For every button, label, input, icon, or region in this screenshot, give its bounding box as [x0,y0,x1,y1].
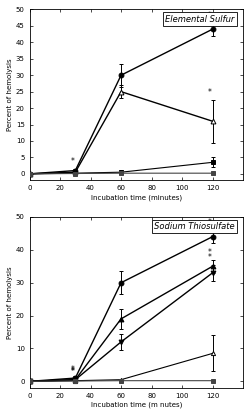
Text: *: * [208,11,212,20]
Text: *: * [70,365,74,374]
Text: Elemental Sulfur: Elemental Sulfur [165,15,234,24]
X-axis label: Incubation time (minutes): Incubation time (minutes) [91,194,182,200]
Text: *: * [70,367,74,376]
Text: *: * [70,367,74,376]
Text: *: * [208,248,212,257]
Y-axis label: Percent of hemolysis: Percent of hemolysis [7,266,13,339]
Text: *: * [208,253,212,262]
Text: *: * [208,218,212,227]
Text: Sodium Thiosulfate: Sodium Thiosulfate [154,222,234,231]
Text: *: * [208,88,212,97]
Y-axis label: Percent of hemolysis: Percent of hemolysis [7,59,13,131]
X-axis label: Incubation time (m nutes): Incubation time (m nutes) [91,402,182,408]
Text: *: * [70,157,74,166]
